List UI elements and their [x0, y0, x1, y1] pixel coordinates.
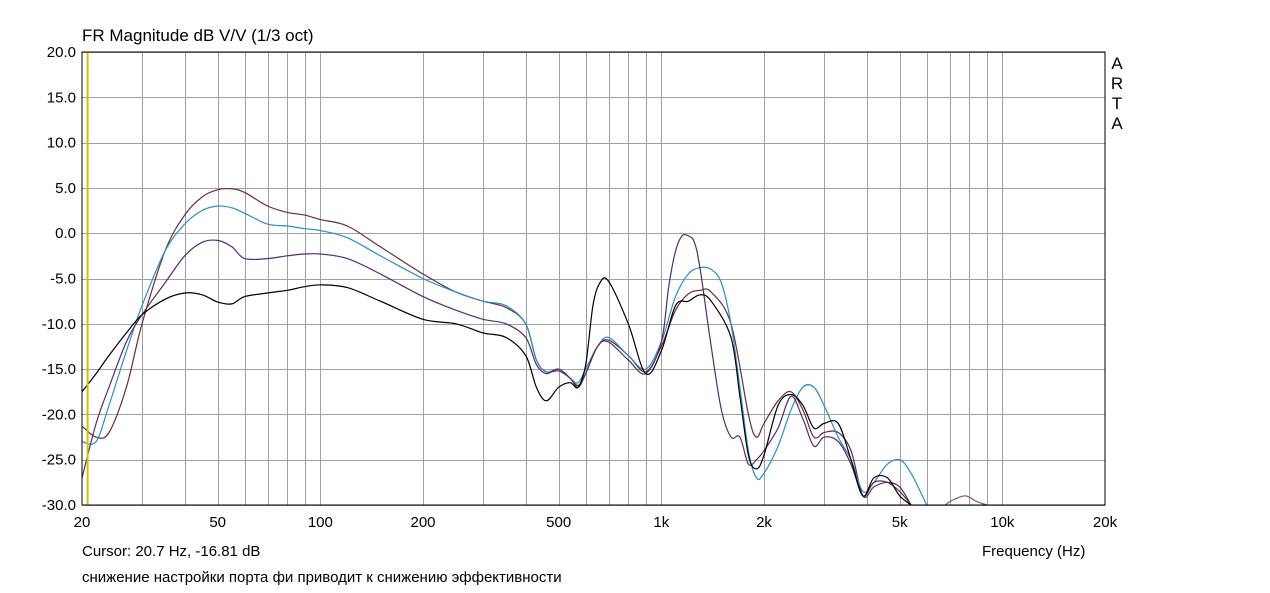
series-line: [81, 277, 912, 506]
x-tick-label: 10k: [990, 514, 1015, 531]
y-tick-label: -5.0: [50, 271, 76, 288]
y-tick-label: -20.0: [42, 406, 76, 423]
x-tick-label: 500: [546, 514, 571, 531]
plot-frame: [81, 51, 1106, 506]
series-group: [81, 187, 987, 506]
x-tick-label: 50: [209, 514, 226, 531]
y-tick-label: 0.0: [55, 225, 76, 242]
series-line: [944, 495, 987, 506]
y-tick-label: 5.0: [55, 180, 76, 197]
caption-text: снижение настройки порта фи приводит к с…: [82, 569, 562, 586]
y-axis-ticks: 20.0 15.0 10.0 5.0 0.0 -5.0 -10.0 -15.0 -20.0 -25…: [42, 44, 76, 514]
y-tick-label: -30.0: [42, 497, 76, 514]
watermark-letter: T: [1111, 94, 1123, 113]
x-axis-ticks: 20 50 100 200 500 1k 2k 5k 10k 20k: [74, 514, 1118, 531]
watermark-letter: A: [1111, 114, 1123, 133]
x-tick-label: 5k: [892, 514, 908, 531]
y-tick-label: -25.0: [42, 452, 76, 469]
x-tick-label: 20: [74, 514, 91, 531]
series-line: [81, 233, 912, 506]
y-tick-label: 10.0: [47, 135, 76, 152]
watermark-letter: R: [1110, 74, 1124, 93]
x-tick-label: 2k: [756, 514, 772, 531]
y-tick-label: 20.0: [47, 44, 76, 61]
cursor-readout: Cursor: 20.7 Hz, -16.81 dB: [82, 543, 261, 560]
plot-area: [82, 52, 1105, 505]
y-tick-label: -10.0: [42, 316, 76, 333]
series-line: [81, 205, 928, 506]
y-tick-label: -15.0: [42, 361, 76, 378]
series-line: [81, 187, 912, 506]
arta-watermark: A R T A: [1108, 54, 1126, 134]
chart-title: FR Magnitude dB V/V (1/3 oct): [82, 26, 314, 45]
x-tick-label: 1k: [653, 514, 669, 531]
x-tick-label: 20k: [1093, 514, 1118, 531]
x-tick-label: 100: [308, 514, 333, 531]
watermark-letter: A: [1111, 54, 1123, 73]
x-tick-label: 200: [410, 514, 435, 531]
y-tick-label: 15.0: [47, 89, 76, 106]
x-axis-label: Frequency (Hz): [982, 543, 1086, 560]
